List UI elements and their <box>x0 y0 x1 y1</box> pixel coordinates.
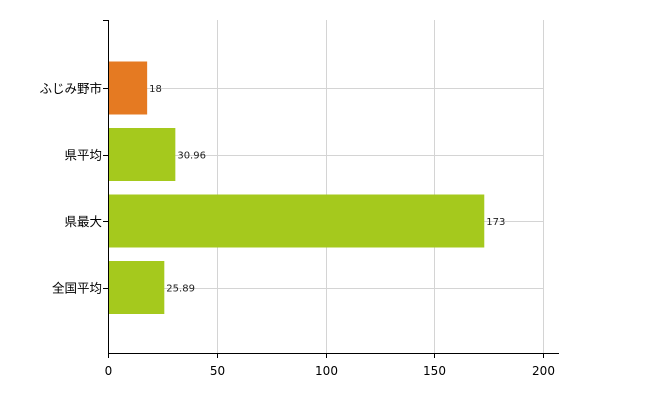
bar-1 <box>108 128 176 181</box>
category-label-1: 県平均 <box>64 148 102 163</box>
value-label-0: 18 <box>149 84 162 95</box>
grid-lines <box>108 20 544 353</box>
bars <box>108 61 485 314</box>
x-tick-label-0: 0 <box>105 364 113 378</box>
category-label-0: ふじみ野市 <box>39 81 102 96</box>
bar-3 <box>108 261 165 314</box>
x-tick-label-1: 50 <box>210 364 225 378</box>
x-tick-label-3: 150 <box>423 364 446 378</box>
value-labels: 18 30.96 173 25.89 <box>149 84 505 295</box>
value-label-2: 173 <box>486 217 505 228</box>
x-tick-label-4: 200 <box>532 364 555 378</box>
x-tick-label-2: 100 <box>315 364 338 378</box>
category-label-2: 県最大 <box>64 214 102 229</box>
bar-0 <box>108 61 148 115</box>
value-label-1: 30.96 <box>177 151 206 162</box>
category-label-3: 全国平均 <box>52 281 102 296</box>
bar-2 <box>108 194 485 248</box>
value-label-3: 25.89 <box>166 284 195 295</box>
